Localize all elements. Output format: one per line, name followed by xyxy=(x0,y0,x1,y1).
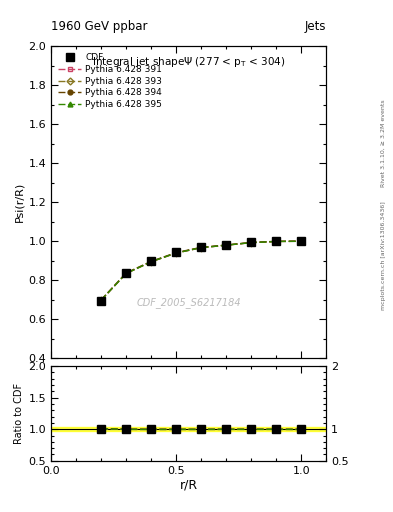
Y-axis label: Ratio to CDF: Ratio to CDF xyxy=(14,383,24,444)
X-axis label: r/R: r/R xyxy=(180,478,198,492)
Text: mcplots.cern.ch [arXiv:1306.3436]: mcplots.cern.ch [arXiv:1306.3436] xyxy=(381,202,386,310)
Y-axis label: Psi(r/R): Psi(r/R) xyxy=(14,182,24,222)
Text: CDF_2005_S6217184: CDF_2005_S6217184 xyxy=(136,297,241,308)
Text: Integral jet shape$\Psi$ (277 < p$_\mathrm{T}$ < 304): Integral jet shape$\Psi$ (277 < p$_\math… xyxy=(92,55,285,70)
Text: Jets: Jets xyxy=(305,20,326,33)
Text: Rivet 3.1.10, ≥ 3.2M events: Rivet 3.1.10, ≥ 3.2M events xyxy=(381,99,386,187)
Bar xyxy=(51,428,326,431)
Text: 1960 GeV ppbar: 1960 GeV ppbar xyxy=(51,20,148,33)
Legend: CDF, Pythia 6.428 391, Pythia 6.428 393, Pythia 6.428 394, Pythia 6.428 395: CDF, Pythia 6.428 391, Pythia 6.428 393,… xyxy=(55,51,165,112)
